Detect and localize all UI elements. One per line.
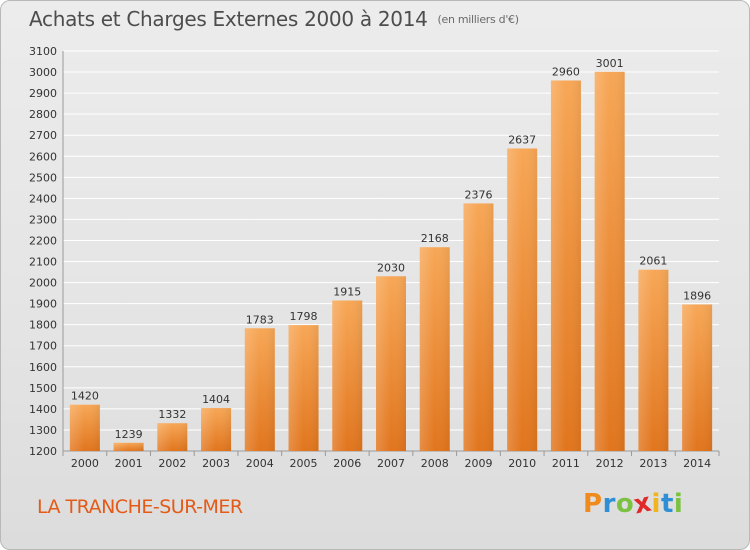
- y-tick-label: 1500: [29, 382, 57, 395]
- value-label: 1896: [683, 289, 711, 302]
- value-label: 2960: [552, 65, 580, 78]
- bar-shade-2014: [682, 304, 713, 451]
- x-tick-label: 2009: [464, 457, 492, 470]
- x-tick-label: 2005: [290, 457, 318, 470]
- bar-shade-2009: [463, 203, 494, 451]
- logo-letter: i: [651, 489, 661, 519]
- y-tick-label: 2400: [29, 192, 57, 205]
- bar-shade-2013: [638, 269, 669, 451]
- bar-shade-2004: [244, 328, 275, 451]
- x-tick-label: 2004: [246, 457, 274, 470]
- y-tick-label: 2100: [29, 256, 57, 269]
- value-label: 2061: [639, 255, 667, 268]
- value-label: 2030: [377, 261, 405, 274]
- value-label: 1915: [333, 285, 361, 298]
- value-label: 2637: [508, 133, 536, 146]
- y-tick-label: 1600: [29, 361, 57, 374]
- bars: 1420 1239 1332 1404 1783 1798 1915 2030 2168 2376…: [69, 57, 713, 451]
- y-tick-label: 1800: [29, 319, 57, 332]
- x-tick-label: 2000: [71, 457, 99, 470]
- logo-letter: r: [602, 489, 616, 519]
- bar-shade-2001: [113, 442, 144, 451]
- y-tick-label: 2200: [29, 234, 57, 247]
- proxiti-logo: Proxiti: [583, 488, 684, 521]
- chart-title-text: Achats et Charges Externes 2000 à 2014: [29, 7, 428, 31]
- y-tick-label: 1300: [29, 424, 57, 437]
- logo-letter: i: [673, 489, 684, 519]
- bar-shade-2000: [69, 404, 100, 451]
- bar-shade-2008: [419, 247, 450, 451]
- chart-subtitle: (en milliers d'€): [437, 13, 519, 26]
- bar-shade-2002: [157, 423, 188, 451]
- y-tick-label: 1700: [29, 340, 57, 353]
- x-tick-label: 2014: [683, 457, 711, 470]
- y-tick-label: 1200: [29, 445, 57, 458]
- value-label: 1404: [202, 393, 230, 406]
- x-tick-label: 2006: [333, 457, 361, 470]
- x-tick-label: 2003: [202, 457, 230, 470]
- logo-letter: P: [583, 489, 603, 519]
- y-tick-label: 3000: [29, 66, 57, 79]
- y-tick-label: 2700: [29, 129, 57, 142]
- x-tick-label: 2012: [596, 457, 624, 470]
- value-label: 1239: [115, 428, 143, 441]
- x-tick-label: 2008: [421, 457, 449, 470]
- x-tick-label: 2007: [377, 457, 405, 470]
- bar-shade-2011: [550, 80, 581, 451]
- bar-shade-2005: [288, 325, 319, 451]
- logo-letter: t: [660, 489, 674, 519]
- x-tick-label: 2002: [158, 457, 186, 470]
- chart-title: Achats et Charges Externes 2000 à 2014 (e…: [29, 7, 519, 31]
- y-tick-label: 2600: [29, 150, 57, 163]
- x-tick-label: 2013: [639, 457, 667, 470]
- y-tick-label: 1900: [29, 298, 57, 311]
- bar-shade-2012: [594, 71, 625, 451]
- y-tick-label: 2900: [29, 87, 57, 100]
- x-axis: 2000 2001 2002 2003 2004 2005 2006 2007 2008 2009…: [62, 451, 720, 470]
- value-label: 1420: [71, 390, 99, 403]
- y-tick-label: 3100: [29, 45, 57, 58]
- x-tick-label: 2011: [552, 457, 580, 470]
- bar-shade-2003: [201, 408, 232, 451]
- location-name: LA TRANCHE-SUR-MER: [37, 496, 243, 518]
- y-tick-label: 2000: [29, 277, 57, 290]
- value-label: 3001: [596, 57, 624, 70]
- value-label: 2376: [464, 188, 492, 201]
- y-tick-label: 2500: [29, 171, 57, 184]
- value-label: 1783: [246, 313, 274, 326]
- bar-shade-2006: [332, 300, 363, 451]
- y-tick-label: 2800: [29, 108, 57, 121]
- value-label: 1332: [158, 408, 186, 421]
- value-label: 1798: [290, 310, 318, 323]
- bar-shade-2007: [376, 276, 406, 451]
- logo-letter: o: [615, 489, 635, 519]
- value-label: 2168: [421, 232, 449, 245]
- bar-shade-2010: [507, 148, 538, 451]
- y-tick-label: 2300: [29, 213, 57, 226]
- x-tick-label: 2001: [115, 457, 143, 470]
- y-tick-label: 1400: [29, 403, 57, 416]
- x-tick-label: 2010: [508, 457, 536, 470]
